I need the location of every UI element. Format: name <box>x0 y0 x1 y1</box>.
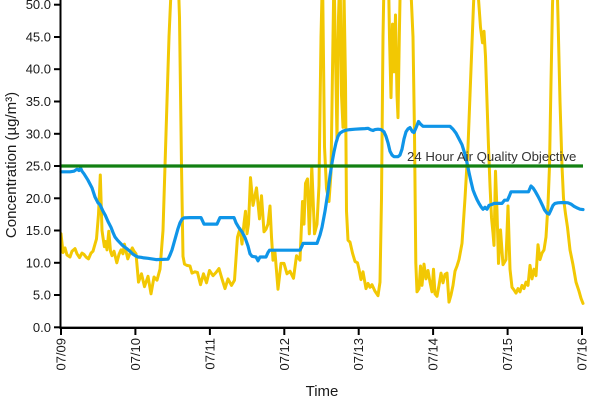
svg-text:24 Hour Air Quality Objective: 24 Hour Air Quality Objective <box>407 149 576 164</box>
svg-text:20.0: 20.0 <box>26 191 51 206</box>
svg-text:5.0: 5.0 <box>33 288 51 303</box>
svg-text:07/10: 07/10 <box>128 338 143 371</box>
svg-text:30.0: 30.0 <box>26 126 51 141</box>
svg-text:07/12: 07/12 <box>277 338 292 371</box>
svg-text:Time: Time <box>306 383 339 400</box>
svg-text:07/15: 07/15 <box>500 338 515 371</box>
svg-text:35.0: 35.0 <box>26 94 51 109</box>
svg-text:Concentration (µg/m³): Concentration (µg/m³) <box>3 92 20 238</box>
svg-text:10.0: 10.0 <box>26 255 51 270</box>
svg-text:40.0: 40.0 <box>26 62 51 77</box>
svg-text:25.0: 25.0 <box>26 159 51 174</box>
svg-text:50.0: 50.0 <box>26 0 51 12</box>
svg-text:07/11: 07/11 <box>202 338 217 370</box>
svg-text:07/16: 07/16 <box>575 338 590 371</box>
svg-text:07/09: 07/09 <box>54 338 69 371</box>
svg-text:07/13: 07/13 <box>351 338 366 371</box>
svg-text:07/14: 07/14 <box>426 338 441 371</box>
svg-text:0.0: 0.0 <box>33 320 51 335</box>
svg-text:15.0: 15.0 <box>26 223 51 238</box>
svg-text:45.0: 45.0 <box>26 30 51 45</box>
